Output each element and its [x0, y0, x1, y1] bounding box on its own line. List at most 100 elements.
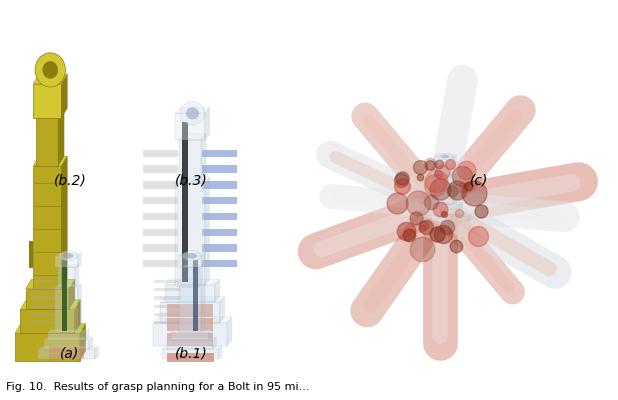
Bar: [427, 204, 460, 209]
Polygon shape: [434, 155, 457, 156]
Bar: [167, 333, 213, 346]
Polygon shape: [48, 330, 89, 332]
Bar: [202, 166, 237, 173]
Bar: [20, 309, 74, 333]
Bar: [143, 197, 178, 204]
Bar: [38, 349, 95, 359]
Polygon shape: [205, 108, 210, 140]
Bar: [162, 349, 218, 359]
Polygon shape: [78, 253, 82, 268]
Bar: [202, 197, 237, 204]
Polygon shape: [44, 337, 93, 340]
Polygon shape: [468, 213, 471, 221]
Bar: [424, 209, 463, 215]
Bar: [154, 288, 180, 291]
Bar: [31, 313, 57, 316]
Polygon shape: [85, 330, 89, 340]
Polygon shape: [153, 317, 232, 323]
Ellipse shape: [437, 153, 453, 160]
Polygon shape: [166, 279, 219, 285]
Bar: [143, 150, 178, 157]
Polygon shape: [214, 279, 219, 302]
Polygon shape: [55, 253, 82, 256]
Polygon shape: [78, 284, 82, 332]
Bar: [33, 166, 61, 289]
Polygon shape: [205, 177, 210, 285]
Polygon shape: [453, 174, 457, 204]
Bar: [176, 113, 205, 140]
Polygon shape: [427, 203, 463, 204]
Polygon shape: [80, 324, 86, 361]
Polygon shape: [453, 155, 457, 164]
Polygon shape: [61, 156, 67, 289]
Bar: [167, 304, 213, 317]
Ellipse shape: [182, 251, 201, 261]
Polygon shape: [179, 253, 205, 256]
Polygon shape: [227, 317, 232, 346]
Ellipse shape: [180, 102, 205, 125]
Polygon shape: [201, 253, 205, 268]
Bar: [31, 280, 57, 283]
Bar: [202, 229, 237, 236]
Text: (b.1): (b.1): [176, 347, 208, 361]
Bar: [434, 176, 453, 204]
Bar: [179, 287, 201, 332]
Polygon shape: [201, 284, 205, 332]
Bar: [419, 215, 468, 221]
Bar: [202, 244, 237, 252]
Polygon shape: [209, 330, 213, 340]
Polygon shape: [463, 208, 466, 215]
Bar: [49, 347, 84, 353]
Bar: [154, 305, 180, 308]
Polygon shape: [436, 162, 454, 164]
Bar: [55, 256, 78, 268]
Polygon shape: [61, 74, 67, 118]
Polygon shape: [176, 108, 210, 113]
Bar: [434, 156, 453, 164]
Bar: [179, 256, 201, 268]
Polygon shape: [162, 346, 222, 349]
Bar: [182, 268, 198, 287]
Bar: [26, 289, 69, 309]
Bar: [143, 166, 178, 173]
Polygon shape: [219, 296, 224, 323]
Bar: [154, 296, 180, 300]
Bar: [143, 213, 178, 220]
Bar: [176, 183, 205, 285]
Bar: [202, 150, 237, 157]
Bar: [166, 353, 214, 362]
Bar: [143, 229, 178, 236]
Bar: [179, 140, 201, 183]
Text: (b.2): (b.2): [54, 174, 86, 188]
Polygon shape: [95, 346, 98, 359]
Polygon shape: [218, 346, 222, 359]
Bar: [193, 260, 198, 331]
Polygon shape: [15, 324, 86, 333]
Polygon shape: [182, 265, 202, 268]
Bar: [154, 313, 180, 316]
Bar: [143, 181, 178, 188]
Bar: [167, 340, 213, 349]
Bar: [48, 332, 85, 340]
Polygon shape: [167, 337, 216, 340]
Bar: [15, 333, 80, 361]
Bar: [166, 285, 214, 302]
Bar: [154, 280, 180, 283]
Bar: [436, 164, 451, 176]
Polygon shape: [434, 174, 457, 176]
Polygon shape: [213, 337, 216, 349]
Bar: [58, 268, 75, 287]
Text: (a): (a): [60, 347, 80, 361]
Polygon shape: [55, 284, 82, 287]
Polygon shape: [33, 74, 67, 84]
Polygon shape: [176, 177, 210, 183]
Polygon shape: [171, 330, 213, 332]
Text: Fig. 10.  Results of grasp planning for a Bolt in 95 mi...: Fig. 10. Results of grasp planning for a…: [6, 382, 310, 392]
Bar: [153, 323, 227, 346]
Ellipse shape: [59, 251, 78, 261]
Ellipse shape: [64, 253, 73, 258]
Bar: [161, 302, 219, 323]
Bar: [31, 321, 57, 324]
Polygon shape: [161, 296, 224, 302]
Polygon shape: [20, 300, 80, 309]
